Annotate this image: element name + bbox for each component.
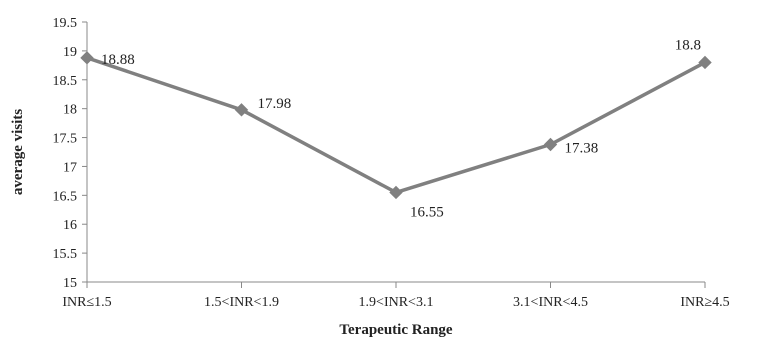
data-point-marker — [389, 185, 403, 200]
y-tick-label: 16.5 — [53, 189, 78, 204]
x-tick-label: 3.1<INR<4.5 — [513, 295, 588, 310]
series-group — [80, 51, 712, 200]
data-label: 18.8 — [675, 37, 701, 53]
y-axis-title: average visits — [10, 109, 26, 195]
series-line — [86, 56, 706, 195]
y-tick-label: 15 — [63, 276, 77, 291]
y-tick-label: 16 — [63, 218, 77, 233]
y-tick-label: 17.5 — [53, 132, 78, 147]
y-tick-label: 17 — [63, 160, 77, 175]
data-label: 17.98 — [258, 96, 292, 112]
data-label: 18.88 — [101, 52, 135, 68]
data-label: 17.38 — [565, 140, 599, 156]
data-point-marker — [698, 55, 712, 70]
x-tick-label: 1.5<INR<1.9 — [204, 295, 279, 310]
x-axis-title: Terapeutic Range — [339, 322, 453, 338]
data-point-marker — [80, 51, 94, 65]
y-tick-label: 19.5 — [53, 16, 78, 31]
data-label: 16.55 — [410, 204, 444, 220]
data-labels: 18.88 17.98 16.55 17.38 18.8 — [101, 37, 701, 220]
y-tick-label: 18 — [63, 103, 77, 118]
data-point-marker — [234, 103, 249, 117]
y-tick-label: 19 — [63, 45, 77, 60]
y-tick-labels: 15 15.5 16 16.5 17 17.5 18 18.5 19 19.5 — [53, 16, 78, 291]
data-point-marker — [543, 137, 558, 152]
x-tick-labels: INR≤1.5 1.5<INR<1.9 1.9<INR<3.1 3.1<INR<4.5… — [62, 295, 729, 310]
x-tick-label: INR≥4.5 — [680, 295, 729, 310]
x-tick-label: INR≤1.5 — [62, 295, 111, 310]
x-tick-label: 1.9<INR<3.1 — [359, 295, 434, 310]
axes-group — [82, 21, 706, 288]
y-tick-label: 15.5 — [53, 247, 78, 262]
y-tick-label: 18.5 — [53, 74, 78, 89]
